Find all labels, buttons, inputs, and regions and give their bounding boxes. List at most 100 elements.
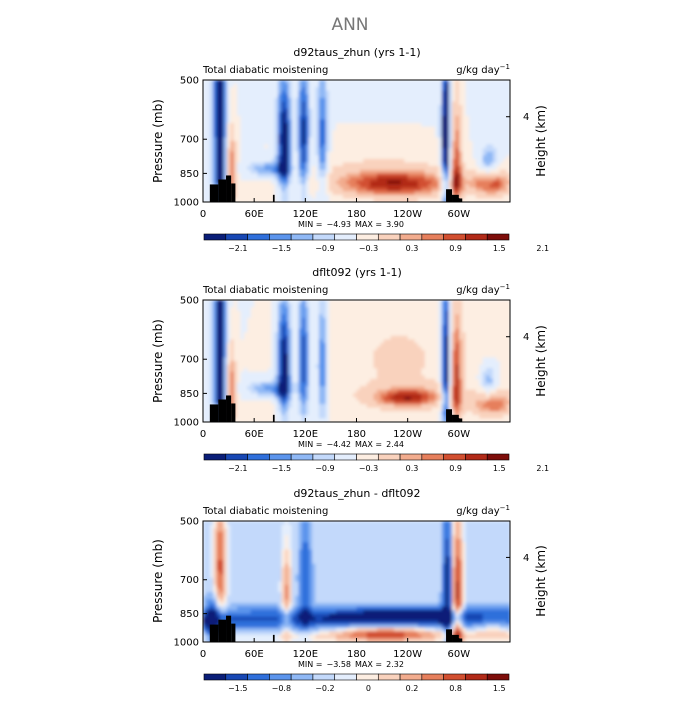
field-cell: [479, 152, 483, 156]
field-cell: [418, 180, 422, 184]
field-cell: [432, 304, 436, 308]
field-cell: [329, 300, 333, 304]
field-cell: [503, 170, 507, 174]
field-cell: [472, 357, 476, 361]
field-cell: [285, 127, 289, 131]
field-cell: [305, 91, 309, 95]
field-cell: [305, 347, 309, 351]
field-cell: [421, 94, 425, 98]
field-cell: [397, 304, 401, 308]
field-cell: [319, 357, 323, 361]
field-cell: [493, 304, 497, 308]
field-cell: [401, 159, 405, 163]
field-cell: [329, 130, 333, 134]
field-cell: [360, 300, 364, 304]
field-cell: [220, 134, 224, 138]
field-cell: [234, 357, 238, 361]
field-cell: [466, 368, 470, 372]
field-cell: [343, 159, 347, 163]
field-cell: [268, 141, 272, 145]
field-cell: [339, 322, 343, 326]
field-cell: [435, 166, 439, 170]
field-cell: [367, 119, 371, 123]
field-cell: [292, 191, 296, 195]
field-cell: [490, 159, 494, 163]
field-cell: [367, 368, 371, 372]
field-cell: [278, 80, 282, 84]
field-cell: [326, 325, 330, 329]
field-cell: [254, 87, 258, 91]
field-cell: [496, 145, 500, 149]
field-cell: [333, 354, 337, 358]
field-cell: [397, 137, 401, 141]
field-cell: [302, 361, 306, 365]
field-cell: [428, 170, 432, 174]
field-cell: [217, 347, 221, 351]
field-cell: [404, 141, 408, 145]
field-cell: [401, 361, 405, 365]
field-cell: [316, 332, 320, 336]
field-cell: [261, 180, 265, 184]
field-cell: [483, 304, 487, 308]
field-cell: [353, 191, 357, 195]
field-cell: [285, 137, 289, 141]
field-cell: [459, 112, 463, 116]
field-cell: [411, 180, 415, 184]
field-cell: [299, 177, 303, 181]
field-cell: [278, 166, 282, 170]
field-cell: [384, 354, 388, 358]
field-cell: [264, 304, 268, 308]
field-cell: [394, 339, 398, 343]
field-cell: [203, 195, 207, 199]
field-cell: [442, 347, 446, 351]
field-cell: [350, 148, 354, 152]
field-cell: [268, 354, 272, 358]
field-cell: [421, 339, 425, 343]
field-cell: [213, 177, 217, 181]
field-cell: [397, 357, 401, 361]
field-cell: [299, 325, 303, 329]
field-cell: [312, 102, 316, 106]
field-cell: [258, 94, 262, 98]
field-cell: [316, 300, 320, 304]
field-cell: [367, 116, 371, 120]
field-cell: [360, 354, 364, 358]
field-cell: [370, 347, 374, 351]
field-cell: [411, 336, 415, 340]
field-cell: [449, 336, 453, 340]
field-cell: [339, 87, 343, 91]
field-cell: [234, 119, 238, 123]
field-cell: [469, 105, 473, 109]
field-cell: [206, 180, 210, 184]
field-cell: [414, 102, 418, 106]
field-cell: [391, 343, 395, 347]
field-cell: [462, 325, 466, 329]
field-cell: [490, 166, 494, 170]
field-cell: [254, 339, 258, 343]
field-cell: [285, 116, 289, 120]
field-cell: [292, 304, 296, 308]
field-cell: [213, 332, 217, 336]
field-cell: [346, 166, 350, 170]
field-cell: [445, 166, 449, 170]
field-cell: [462, 318, 466, 322]
field-cell: [445, 94, 449, 98]
field-cell: [268, 123, 272, 127]
field-cell: [302, 105, 306, 109]
field-cell: [333, 318, 337, 322]
field-cell: [377, 336, 381, 340]
field-cell: [210, 332, 214, 336]
field-cell: [435, 119, 439, 123]
field-cell: [333, 304, 337, 308]
field-cell: [380, 354, 384, 358]
field-cell: [408, 318, 412, 322]
field-cell: [319, 318, 323, 322]
field-cell: [251, 112, 255, 116]
field-cell: [377, 180, 381, 184]
field-cell: [220, 318, 224, 322]
field-cell: [445, 350, 449, 354]
field-cell: [476, 311, 480, 315]
field-cell: [220, 109, 224, 113]
field-cell: [319, 152, 323, 156]
field-cell: [490, 170, 494, 174]
